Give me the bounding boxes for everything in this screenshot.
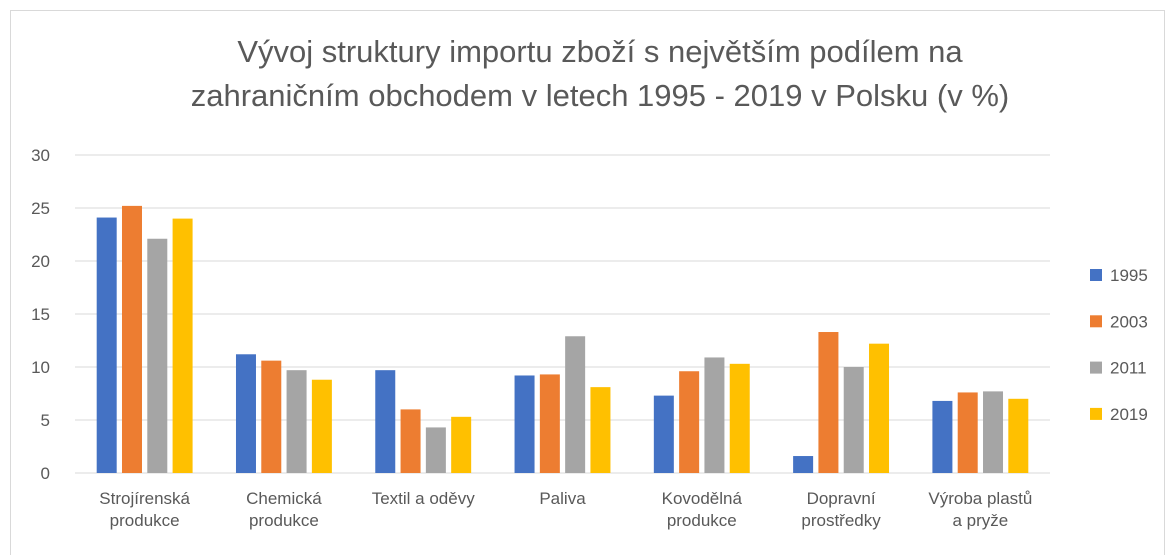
legend-label: 1995 [1110, 266, 1148, 285]
bar [375, 370, 396, 473]
bar [653, 395, 674, 473]
bar [818, 332, 839, 473]
bar [729, 363, 750, 473]
bar [565, 336, 586, 473]
bar [539, 374, 560, 473]
x-tick-label: Kovodělná produkce [662, 489, 743, 530]
legend-swatch [1090, 269, 1102, 281]
y-tick-label: 20 [31, 252, 50, 271]
bar [1008, 398, 1029, 473]
bar [96, 217, 117, 473]
bar [235, 354, 256, 473]
bar [451, 416, 472, 473]
bar [983, 391, 1004, 473]
bar [121, 205, 142, 473]
bar [932, 400, 953, 473]
bar [679, 371, 700, 473]
x-tick-label: Výroba plastů a pryže [928, 489, 1032, 530]
bar [172, 218, 193, 473]
y-tick-label: 30 [31, 146, 50, 165]
x-tick-label: Dopravní prostředky [801, 489, 881, 530]
x-tick-label: Textil a oděvy [372, 489, 475, 508]
y-tick-label: 15 [31, 305, 50, 324]
x-tick-label: Chemická produkce [246, 489, 322, 530]
bar [261, 360, 282, 473]
legend-swatch [1090, 407, 1102, 420]
y-tick-label: 10 [31, 358, 50, 377]
legend-label: 2019 [1110, 405, 1148, 424]
x-tick-label: Paliva [539, 489, 586, 508]
y-tick-label: 25 [31, 199, 50, 218]
bar [147, 238, 168, 473]
legend-swatch [1090, 315, 1102, 328]
bar [793, 456, 814, 473]
x-tick-label: Strojírenská produkce [99, 489, 190, 530]
bar [957, 392, 978, 473]
legend-label: 2011 [1110, 359, 1147, 378]
chart-title: Vývoj struktury importu zboží s největší… [191, 34, 1009, 113]
y-tick-label: 0 [41, 464, 50, 483]
bar [590, 387, 611, 473]
bar [704, 357, 725, 473]
bar [400, 409, 421, 473]
bar [514, 375, 535, 473]
legend-swatch [1090, 361, 1102, 374]
bar [843, 367, 864, 473]
bar [286, 370, 307, 473]
bar [425, 427, 446, 473]
bar [869, 343, 890, 473]
legend-label: 2003 [1110, 312, 1148, 331]
y-tick-label: 5 [41, 411, 50, 430]
bar [311, 379, 332, 473]
